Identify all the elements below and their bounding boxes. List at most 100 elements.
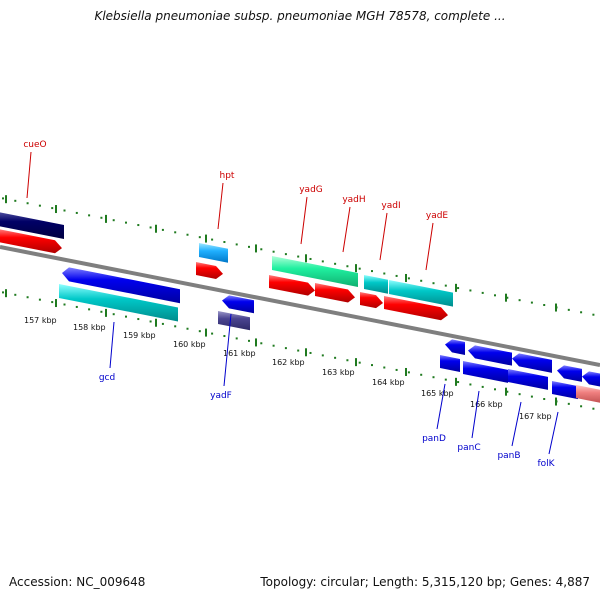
gene-label-cueO[interactable]: cueO [23, 140, 46, 150]
outer-track-dot [481, 291, 484, 294]
gene-arrow[interactable] [468, 345, 512, 366]
gene-leader-line [548, 411, 559, 455]
inner-track-dot [297, 349, 300, 352]
gene-label-panD[interactable]: panD [422, 434, 446, 444]
gene-arrow[interactable] [196, 262, 223, 279]
outer-track-dot [580, 311, 583, 314]
kbp-tick-label: 157 kbp [24, 316, 57, 325]
outer-track-dot [432, 282, 435, 285]
map-title: Klebsiella pneumoniae subsp. pneumoniae … [94, 9, 506, 23]
gene-arrow[interactable] [445, 339, 465, 355]
gene-arrow[interactable] [315, 283, 355, 303]
outer-track-dot [334, 262, 337, 265]
inner-track-dot [137, 318, 140, 321]
gene-arrow[interactable] [218, 311, 250, 331]
inner-track-dot [383, 366, 386, 369]
gene-label-yadE[interactable]: yadE [426, 211, 449, 221]
inner-track-dot [432, 376, 435, 379]
gene-arrow[interactable] [582, 371, 600, 387]
kbp-tick-label: 167 kbp [519, 412, 552, 421]
gene-arrow[interactable] [389, 280, 453, 307]
outer-track-dot [506, 296, 509, 299]
outer-track-dot [149, 226, 152, 229]
outer-track-dot [161, 228, 164, 231]
gene-arrow[interactable] [463, 361, 508, 383]
inner-track-dot [38, 298, 41, 301]
inner-track-dot [358, 361, 361, 364]
outer-track-dot [457, 287, 460, 290]
gene-arrow[interactable] [62, 267, 180, 304]
outer-track-dot [88, 214, 91, 217]
kbp-tick-label: 159 kbp [123, 331, 156, 340]
gene-label-yadG[interactable]: yadG [299, 185, 323, 195]
outer-track-dot [407, 277, 410, 280]
outer-track-dot [371, 270, 373, 273]
outer-track-dot [174, 231, 177, 234]
inner-track-dot [63, 303, 66, 306]
outer-track-dot [63, 209, 66, 212]
gene-arrow[interactable] [59, 284, 178, 322]
outer-track-dot [272, 250, 275, 253]
gene-label-yadI[interactable]: yadI [381, 201, 400, 211]
gene-leader-line [379, 212, 388, 261]
inner-track-dot [223, 335, 226, 338]
gene-label-folK[interactable]: folK [537, 459, 555, 469]
inner-track-dot [494, 388, 496, 391]
inner-track-dot [407, 371, 410, 374]
outer-track-dot [75, 211, 78, 214]
gene-arrow[interactable] [440, 355, 460, 372]
inner-track-dot [284, 347, 287, 350]
inner-track-dot [248, 339, 250, 342]
outer-track-dot [211, 238, 214, 241]
gene-arrow[interactable] [557, 365, 582, 382]
gene-arrow[interactable] [384, 296, 448, 321]
gene-arrow[interactable] [222, 295, 254, 314]
outer-track-dot [26, 202, 29, 205]
gene-label-hpt[interactable]: hpt [220, 171, 235, 181]
inner-track-dot [420, 373, 423, 376]
gene-label-gcd[interactable]: gcd [99, 373, 115, 383]
outer-track-dot [186, 233, 189, 236]
gene-arrow[interactable] [272, 256, 358, 287]
gene-label-panC[interactable]: panC [457, 443, 480, 453]
inner-track-dot [161, 322, 164, 325]
outer-track-dot [14, 199, 17, 202]
kbp-tick-label: 164 kbp [372, 378, 405, 387]
gene-arrow[interactable] [199, 243, 228, 263]
gene-label-yadH[interactable]: yadH [342, 195, 365, 205]
gene-leader-line [511, 401, 522, 447]
inner-track-dot [211, 332, 214, 335]
inner-track-dot [469, 383, 472, 386]
outer-track-dot [494, 294, 496, 297]
kbp-tick-label: 165 kbp [421, 389, 454, 398]
gene-arrow[interactable] [0, 229, 62, 254]
gene-arrow[interactable] [360, 292, 383, 309]
inner-track-dot [518, 393, 521, 396]
gene-arrow[interactable] [552, 381, 578, 400]
gene-leader-line [109, 321, 115, 369]
outer-track-dot [383, 272, 386, 275]
outer-track-dot [2, 197, 4, 200]
inner-track-dot [371, 364, 373, 367]
inner-track-dot [334, 356, 337, 359]
accession-text: Accession: NC_009648 [9, 575, 146, 589]
gene-arrow[interactable] [269, 275, 315, 296]
gene-arrow[interactable] [0, 212, 64, 240]
gene-leader-line [342, 206, 351, 253]
kbp-tick-label: 161 kbp [223, 349, 256, 358]
outer-track-dot [198, 236, 201, 239]
inner-track-dot [272, 344, 275, 347]
gene-arrow[interactable] [364, 275, 388, 294]
outer-track-dot [358, 267, 361, 270]
inner-track-dot [198, 330, 201, 333]
gene-arrow[interactable] [512, 353, 552, 373]
inner-track-dot [309, 351, 312, 354]
gene-arrow[interactable] [576, 385, 600, 404]
gene-label-panB[interactable]: panB [497, 451, 520, 461]
kbp-tick-label: 158 kbp [73, 323, 106, 332]
gene-leader-line [425, 222, 434, 271]
gene-arrow[interactable] [508, 369, 548, 390]
gene-label-yadF[interactable]: yadF [210, 391, 232, 401]
kbp-tick-label: 163 kbp [322, 368, 355, 377]
outer-track-dot [125, 221, 127, 224]
